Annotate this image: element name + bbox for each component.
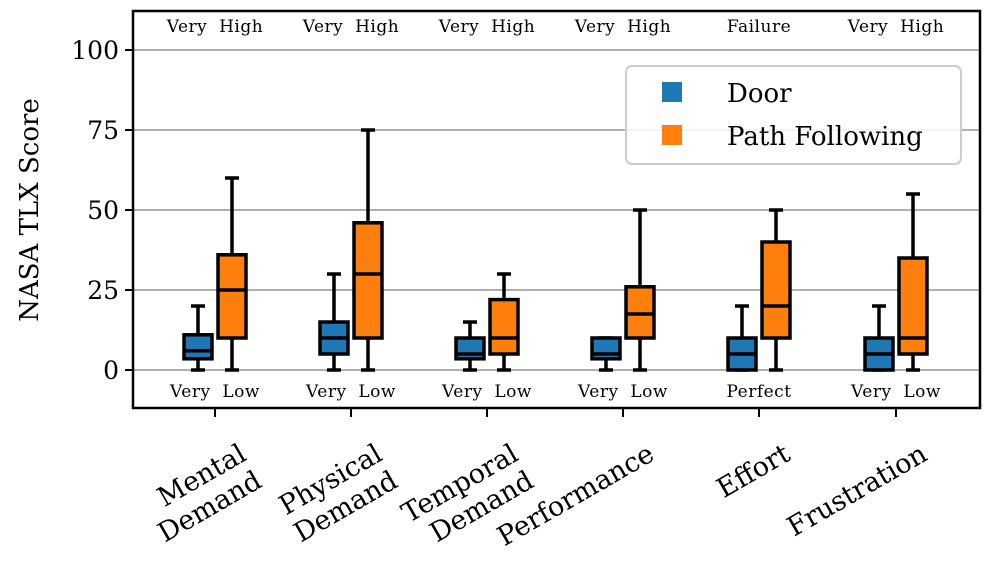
box-door-3 bbox=[590, 336, 622, 372]
y-tick-label: 25 bbox=[87, 276, 119, 305]
y-tick-label: 0 bbox=[103, 356, 119, 385]
box-door-1 bbox=[318, 272, 350, 372]
legend: Door Path Following bbox=[625, 65, 962, 165]
legend-label-path-following: Path Following bbox=[727, 122, 923, 152]
top-annotation: Very High bbox=[166, 17, 263, 37]
y-axis-label: NASA TLX Score bbox=[15, 98, 45, 322]
top-annotation: Very High bbox=[302, 17, 399, 37]
bottom-annotation: Very Low bbox=[169, 382, 260, 402]
y-tick-label: 75 bbox=[87, 116, 119, 145]
top-annotation: Very High bbox=[847, 17, 944, 37]
y-axis-ticks: 0 25 50 75 100 bbox=[71, 36, 133, 385]
bottom-annotation: Very Low bbox=[441, 382, 532, 402]
box-path-following-5 bbox=[897, 192, 929, 372]
y-tick-label: 100 bbox=[71, 36, 119, 65]
bottom-annotation: Very Low bbox=[305, 382, 396, 402]
x-tick-label-line: Frustration bbox=[782, 438, 932, 543]
bottom-annotation: Very Low bbox=[577, 382, 668, 402]
bottom-annotation: Perfect bbox=[726, 382, 791, 402]
bottom-annotation: Very Low bbox=[850, 382, 941, 402]
x-tick-label: Effort bbox=[712, 438, 796, 504]
legend-swatch-path-following bbox=[662, 125, 682, 145]
top-annotation: Failure bbox=[727, 17, 791, 37]
box-path-following-2 bbox=[488, 272, 520, 372]
y-tick-label: 50 bbox=[87, 196, 119, 225]
x-tick-label-line: Effort bbox=[712, 438, 796, 504]
legend-frame bbox=[625, 65, 962, 165]
box-path-following-4 bbox=[760, 208, 792, 372]
box-door-2 bbox=[454, 320, 486, 372]
box-path-following-0 bbox=[216, 176, 248, 372]
level-annotations: Very High Very Low Very High Very Low Very H… bbox=[166, 17, 944, 402]
top-annotation: Very High bbox=[574, 17, 671, 37]
box-door-0 bbox=[182, 304, 214, 372]
legend-swatch-door bbox=[662, 82, 682, 102]
iqr-box bbox=[352, 221, 384, 340]
iqr-box bbox=[760, 240, 792, 340]
x-tick-label: Frustration bbox=[782, 438, 932, 543]
top-annotation: Very High bbox=[438, 17, 535, 37]
box-path-following-1 bbox=[352, 128, 384, 372]
box-door-4 bbox=[726, 304, 758, 372]
legend-label-door: Door bbox=[727, 79, 792, 109]
box-door-5 bbox=[863, 304, 895, 372]
iqr-box bbox=[216, 253, 248, 340]
box-plots bbox=[182, 128, 929, 372]
box-path-following-3 bbox=[624, 208, 656, 372]
iqr-box bbox=[182, 333, 214, 361]
iqr-box bbox=[488, 297, 520, 356]
